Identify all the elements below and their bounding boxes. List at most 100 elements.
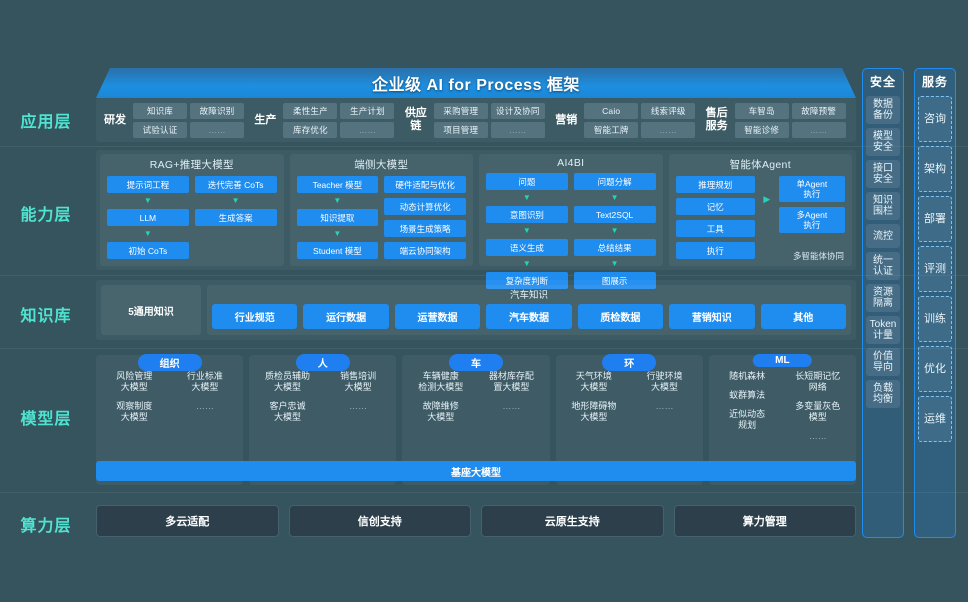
model-item[interactable]: 行驶环境 大模型 xyxy=(646,371,683,392)
security-item[interactable]: 数据 备份 xyxy=(866,96,900,124)
model-item[interactable]: 观察制度 大模型 xyxy=(116,401,153,422)
security-item[interactable]: 负载 均衡 xyxy=(866,380,900,408)
capability-item[interactable]: 硬件适配与优化 xyxy=(384,176,466,193)
capability-item[interactable]: 图展示 xyxy=(573,272,656,289)
security-item[interactable]: Token 计量 xyxy=(866,316,900,344)
security-item[interactable]: 知识 围栏 xyxy=(866,192,900,220)
capability-item[interactable]: 意图识别 xyxy=(486,206,568,223)
capability-item[interactable]: Student 模型 xyxy=(296,242,379,259)
model-item[interactable]: …… xyxy=(195,401,214,411)
application-item[interactable]: 智能工牌 xyxy=(584,121,639,138)
security-item[interactable]: 价值 导向 xyxy=(866,348,900,376)
capability-item[interactable]: 端云协同架构 xyxy=(384,242,466,259)
application-item[interactable]: 设计及协同 xyxy=(490,102,545,119)
capability-item[interactable]: 工具 xyxy=(675,220,756,237)
capability-item[interactable]: 语义生成 xyxy=(486,239,568,256)
capability-item[interactable]: 记忆 xyxy=(675,198,756,215)
capability-item[interactable]: 知识提取 xyxy=(296,209,379,226)
service-item[interactable]: 训练 xyxy=(918,296,952,342)
model-item[interactable]: 长短期记忆 网络 xyxy=(795,371,841,392)
capability-item[interactable]: 单Agent 执行 xyxy=(778,176,845,202)
capability-item[interactable]: 提示词工程 xyxy=(107,176,189,193)
kb-general-knowledge[interactable]: 5通用知识 xyxy=(101,285,201,335)
service-item[interactable]: 部署 xyxy=(918,196,952,242)
capability-item[interactable]: 多Agent 执行 xyxy=(778,207,845,233)
model-item[interactable]: 天气环境 大模型 xyxy=(575,371,612,392)
kb-chip[interactable]: 营销知识 xyxy=(669,304,755,329)
capability-item[interactable]: 复杂度判断 xyxy=(486,272,568,289)
security-item[interactable]: 模型 安全 xyxy=(866,128,900,156)
security-item[interactable]: 流控 xyxy=(866,224,900,248)
application-item[interactable]: 故障预警 xyxy=(791,102,846,119)
capability-item[interactable]: 推理规划 xyxy=(675,176,756,193)
application-item[interactable]: 生产计划 xyxy=(340,102,395,119)
model-item[interactable]: …… xyxy=(502,401,521,411)
model-item[interactable]: 近似动态 规划 xyxy=(729,409,766,430)
capability-item[interactable]: 场景生成策略 xyxy=(384,220,466,237)
capability-item[interactable]: Teacher 模型 xyxy=(296,176,379,193)
capability-item[interactable]: 迭代完善 CoTs xyxy=(194,176,277,193)
compute-item[interactable]: 算力管理 xyxy=(673,505,856,537)
capability-item[interactable]: Text2SQL xyxy=(573,206,656,223)
capability-item[interactable]: 初始 CoTs xyxy=(107,242,189,259)
capability-item[interactable]: 总结结果 xyxy=(573,239,656,256)
capability-item[interactable]: LLM xyxy=(107,209,189,226)
kb-chip[interactable]: 运行数据 xyxy=(303,304,389,329)
service-item[interactable]: 优化 xyxy=(918,346,952,392)
application-card-column: 柔性生产 库存优化 xyxy=(283,102,338,138)
application-item[interactable]: 库存优化 xyxy=(283,121,338,138)
model-item[interactable]: 客户忠诚 大模型 xyxy=(269,401,306,422)
model-item[interactable]: 蚁群算法 xyxy=(729,390,766,400)
application-item[interactable]: …… xyxy=(490,121,545,138)
model-item[interactable]: 多变量灰色 模型 xyxy=(795,401,841,422)
model-item[interactable]: 风险管理 大模型 xyxy=(116,371,153,392)
model-item[interactable]: 地形障碍物 大模型 xyxy=(571,401,617,422)
model-item[interactable]: …… xyxy=(349,401,368,411)
kb-chip[interactable]: 汽车数据 xyxy=(486,304,572,329)
compute-item[interactable]: 信创支持 xyxy=(288,505,471,537)
application-item[interactable]: 线索评级 xyxy=(641,102,696,119)
base-model-bar[interactable]: 基座大模型 xyxy=(96,461,856,481)
application-item[interactable]: 故障识别 xyxy=(190,102,244,119)
service-item[interactable]: 运维 xyxy=(918,396,952,442)
model-item[interactable]: 销售培训 大模型 xyxy=(340,371,377,392)
application-item[interactable]: …… xyxy=(791,121,846,138)
model-item[interactable]: 车辆健康 检测大模型 xyxy=(418,371,464,392)
security-item[interactable]: 接口 安全 xyxy=(866,160,900,188)
model-item[interactable]: …… xyxy=(808,431,827,441)
application-item[interactable]: 车智岛 xyxy=(734,102,789,119)
application-item[interactable]: …… xyxy=(641,121,696,138)
application-item[interactable]: 采购管理 xyxy=(433,102,488,119)
application-item[interactable]: 试验认证 xyxy=(133,121,187,138)
model-item[interactable]: …… xyxy=(655,401,674,411)
model-item[interactable]: 随机森林 xyxy=(729,371,766,381)
application-item[interactable]: …… xyxy=(340,121,395,138)
security-item[interactable]: 资源 隔离 xyxy=(866,284,900,312)
kb-chip[interactable]: 质检数据 xyxy=(577,304,664,329)
security-item[interactable]: 统一 认证 xyxy=(866,252,900,280)
capability-item[interactable]: 生成答案 xyxy=(194,209,277,226)
kb-chip[interactable]: 其他 xyxy=(760,304,846,329)
model-item[interactable]: 故障维修 大模型 xyxy=(422,401,459,422)
application-item[interactable]: 知识库 xyxy=(133,102,187,119)
application-item[interactable]: 智能诊修 xyxy=(734,121,789,138)
capability-item[interactable]: 执行 xyxy=(675,242,756,259)
model-item[interactable]: 器材库存配 置大模型 xyxy=(488,371,534,392)
service-item[interactable]: 架构 xyxy=(918,146,952,192)
capability-card-title: RAG+推理大模型 xyxy=(149,159,234,171)
model-item[interactable]: 质检员辅助 大模型 xyxy=(265,371,311,392)
compute-item[interactable]: 多云适配 xyxy=(96,505,279,537)
model-item[interactable]: 行业标准 大模型 xyxy=(186,371,223,392)
capability-item[interactable]: 问题 xyxy=(486,173,568,190)
kb-chip[interactable]: 行业规范 xyxy=(212,304,298,329)
service-item[interactable]: 评测 xyxy=(918,246,952,292)
compute-item[interactable]: 云原生支持 xyxy=(481,505,664,537)
capability-item[interactable]: 问题分解 xyxy=(573,173,656,190)
application-item[interactable]: …… xyxy=(190,121,244,138)
capability-item[interactable]: 动态计算优化 xyxy=(384,198,466,215)
service-item[interactable]: 咨询 xyxy=(918,96,952,142)
application-item[interactable]: Caio xyxy=(584,102,639,119)
kb-chip[interactable]: 运营数据 xyxy=(394,304,481,329)
application-item[interactable]: 项目管理 xyxy=(433,121,488,138)
application-item[interactable]: 柔性生产 xyxy=(283,102,338,119)
